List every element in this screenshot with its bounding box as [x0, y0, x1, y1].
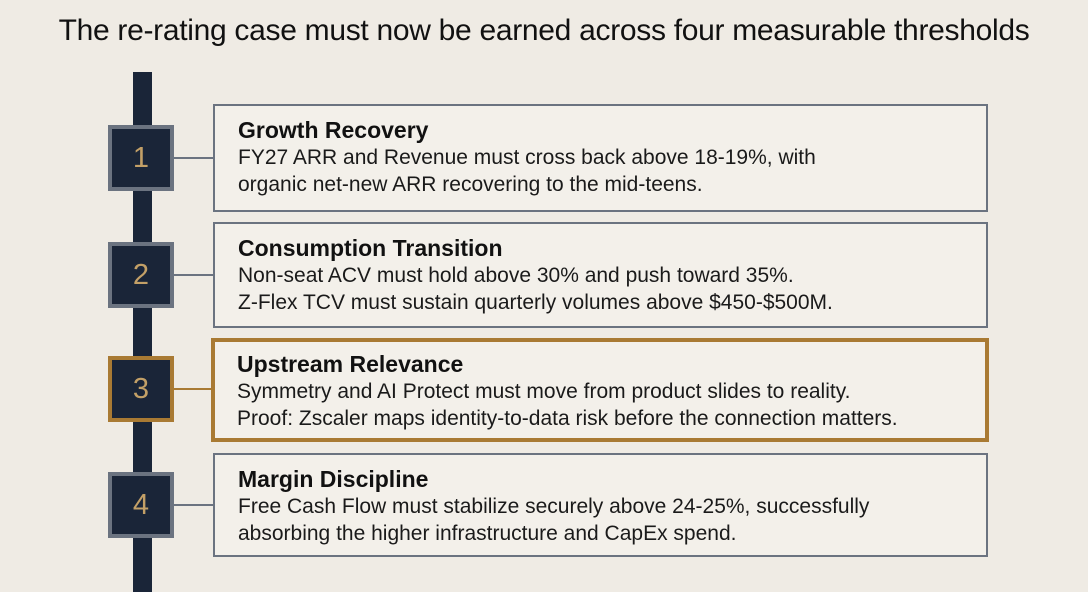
step-number-4: 4: [108, 472, 174, 538]
page-title: The re-rating case must now be earned ac…: [58, 14, 1030, 47]
step-number-2: 2: [108, 242, 174, 308]
card-text-line: Free Cash Flow must stabilize securely a…: [238, 495, 870, 518]
threshold-card-upstream-relevance: Upstream Relevance Symmetry and AI Prote…: [211, 338, 989, 442]
connector-1: [174, 157, 214, 159]
timeline-spine: [133, 72, 152, 592]
card-title: Growth Recovery: [238, 117, 429, 143]
card-text-line: Z-Flex TCV must sustain quarterly volume…: [238, 291, 833, 314]
connector-4: [174, 504, 214, 506]
connector-3: [174, 388, 214, 390]
step-number-3: 3: [108, 356, 174, 422]
threshold-card-consumption-transition: Consumption Transition Non-seat ACV must…: [213, 222, 988, 328]
threshold-card-growth-recovery: Growth Recovery FY27 ARR and Revenue mus…: [213, 104, 988, 212]
card-text-line: Proof: Zscaler maps identity-to-data ris…: [237, 407, 898, 430]
connector-2: [174, 274, 214, 276]
card-text-line: organic net-new ARR recovering to the mi…: [238, 173, 703, 196]
card-text-line: Non-seat ACV must hold above 30% and pus…: [238, 264, 794, 287]
threshold-card-margin-discipline: Margin Discipline Free Cash Flow must st…: [213, 453, 988, 557]
step-number-1: 1: [108, 125, 174, 191]
card-text-line: Symmetry and AI Protect must move from p…: [237, 380, 851, 403]
card-title: Margin Discipline: [238, 466, 429, 492]
card-text-line: FY27 ARR and Revenue must cross back abo…: [238, 146, 816, 169]
card-title: Upstream Relevance: [237, 351, 464, 377]
card-text-line: absorbing the higher infrastructure and …: [238, 522, 737, 545]
card-title: Consumption Transition: [238, 235, 503, 261]
